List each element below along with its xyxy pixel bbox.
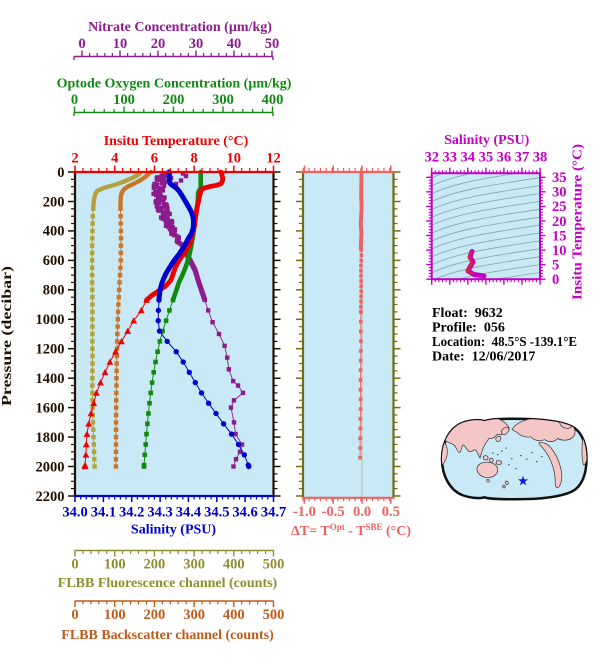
svg-text:30: 30 [552,185,567,201]
svg-text:0: 0 [71,607,78,623]
svg-text:800: 800 [43,283,65,299]
svg-text:0.5: 0.5 [382,504,400,520]
svg-text:34.5: 34.5 [204,505,229,521]
svg-text:400: 400 [223,557,245,573]
svg-text:50: 50 [265,36,280,52]
svg-text:25: 25 [552,199,567,215]
svg-text:100: 100 [113,92,135,108]
svg-text:Nitrate Concentration (µm/kg): Nitrate Concentration (µm/kg) [88,20,272,35]
svg-text:12: 12 [266,151,281,167]
svg-text:37: 37 [515,150,530,166]
svg-text:0.0: 0.0 [353,504,371,520]
svg-text:FLBB Backscatter channel (coun: FLBB Backscatter channel (counts) [61,628,274,643]
svg-text:300: 300 [183,607,205,623]
svg-text:Salinity (PSU): Salinity (PSU) [131,523,217,538]
svg-text:15: 15 [552,228,567,244]
svg-text:34: 34 [461,150,476,166]
svg-text:0: 0 [552,272,559,288]
svg-text:1800: 1800 [36,430,65,446]
svg-text:36: 36 [497,150,512,166]
svg-text:8: 8 [190,151,197,167]
svg-text:Insitu Temperature (°C): Insitu Temperature (°C) [104,134,249,149]
svg-text:Optode Oxygen Concentration (µ: Optode Oxygen Concentration (µm/kg) [57,77,292,92]
svg-text:ΔT= TOpt - TSBE (°C): ΔT= TOpt - TSBE (°C) [291,522,411,539]
svg-text:FLBB Fluorescence channel (cou: FLBB Fluorescence channel (counts) [58,576,278,591]
svg-text:34.2: 34.2 [119,505,144,521]
svg-text:2000: 2000 [36,459,65,475]
svg-text:1200: 1200 [36,342,65,358]
svg-text:10: 10 [113,36,128,52]
svg-text:300: 300 [183,557,205,573]
svg-text:34.1: 34.1 [91,505,116,521]
svg-text:0: 0 [71,92,78,108]
svg-text:30: 30 [189,36,204,52]
svg-text:1600: 1600 [36,400,65,416]
svg-text:5: 5 [552,257,559,273]
svg-text:20: 20 [552,214,567,230]
svg-text:35: 35 [552,170,567,186]
svg-text:Location: 48.5°S -139.1°E: Location: 48.5°S -139.1°E [432,335,577,350]
svg-text:34.4: 34.4 [176,505,201,521]
svg-text:1000: 1000 [36,312,65,328]
svg-text:0: 0 [78,36,85,52]
svg-text:35: 35 [479,150,494,166]
svg-text:34.6: 34.6 [232,505,257,521]
svg-text:Date: 12/06/2017: Date: 12/06/2017 [432,350,535,365]
svg-text:Insitu Temperature (°C): Insitu Temperature (°C) [571,144,586,300]
svg-text:400: 400 [262,92,284,108]
svg-text:0: 0 [71,557,78,573]
svg-text:200: 200 [144,557,166,573]
svg-text:34.7: 34.7 [261,505,286,521]
svg-text:2200: 2200 [36,489,65,505]
svg-text:-1.0: -1.0 [293,504,316,520]
svg-text:33: 33 [443,150,458,166]
svg-text:1400: 1400 [36,371,65,387]
svg-text:600: 600 [43,253,65,269]
svg-text:400: 400 [223,607,245,623]
svg-text:200: 200 [43,194,65,210]
svg-text:100: 100 [104,607,126,623]
svg-text:38: 38 [533,150,548,166]
svg-text:500: 500 [263,557,285,573]
svg-text:34.3: 34.3 [147,505,172,521]
svg-text:10: 10 [227,151,242,167]
svg-text:6: 6 [151,151,158,167]
svg-text:300: 300 [212,92,234,108]
svg-text:2: 2 [71,151,78,167]
svg-text:Profile: 056: Profile: 056 [432,321,505,336]
svg-text:Pressure (decibar): Pressure (decibar) [0,266,15,406]
svg-text:-0.5: -0.5 [322,504,345,520]
svg-text:400: 400 [43,224,65,240]
svg-text:200: 200 [163,92,185,108]
svg-text:100: 100 [104,557,126,573]
svg-text:0: 0 [57,165,64,181]
svg-text:20: 20 [151,36,166,52]
svg-text:Salinity (PSU): Salinity (PSU) [444,133,530,148]
svg-text:32: 32 [424,150,439,166]
svg-text:500: 500 [263,607,285,623]
svg-text:40: 40 [227,36,242,52]
svg-text:34.0: 34.0 [62,505,87,521]
svg-text:4: 4 [111,151,118,167]
svg-text:200: 200 [144,607,166,623]
svg-text:Float: 9632: Float: 9632 [432,306,503,321]
svg-text:10: 10 [552,243,567,259]
